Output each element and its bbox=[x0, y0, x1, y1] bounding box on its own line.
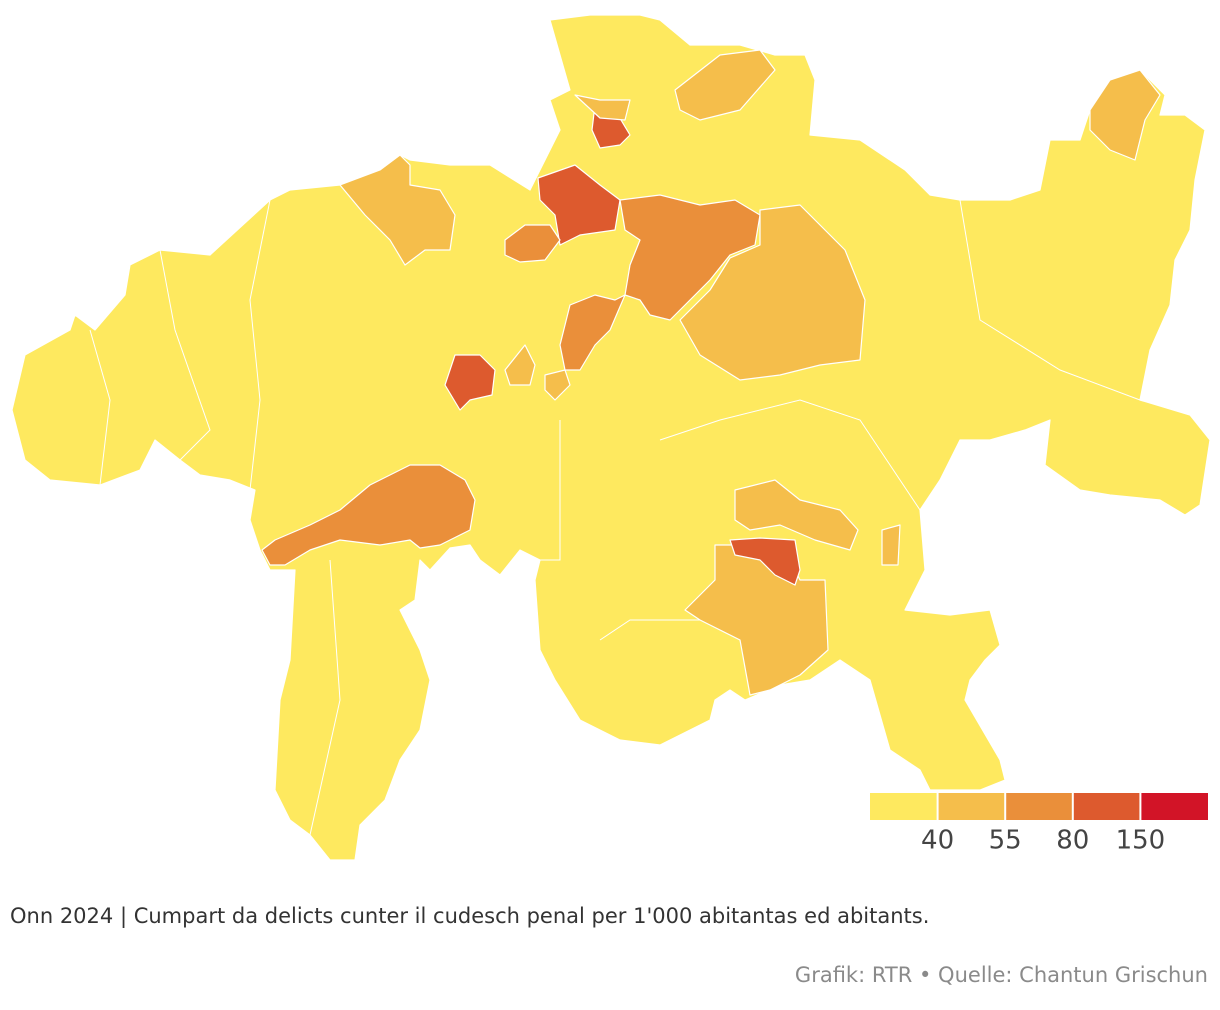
legend-bin bbox=[1072, 793, 1141, 820]
border bbox=[249, 199, 271, 491]
border bbox=[89, 329, 111, 486]
caption: Onn 2024 | Cumpart da delicts cunter il … bbox=[10, 904, 930, 928]
region bbox=[504, 344, 536, 386]
region bbox=[1089, 69, 1161, 161]
region bbox=[504, 224, 561, 263]
region bbox=[574, 94, 631, 121]
region bbox=[674, 49, 776, 121]
legend-label: 55 bbox=[989, 826, 1022, 856]
region bbox=[559, 294, 626, 371]
region bbox=[537, 164, 621, 246]
source: Grafik: RTR • Quelle: Chantun Grischun bbox=[794, 963, 1208, 987]
region bbox=[679, 204, 866, 381]
legend-bin bbox=[1005, 793, 1073, 820]
region bbox=[339, 154, 456, 266]
region bbox=[734, 479, 859, 551]
legend-bin bbox=[870, 793, 938, 820]
legend-bin bbox=[937, 793, 1006, 820]
legend-bin bbox=[1140, 793, 1208, 820]
map: 40 55 80 150 bbox=[11, 14, 1211, 861]
canton bbox=[11, 14, 1211, 861]
border bbox=[659, 399, 921, 511]
region bbox=[619, 194, 761, 321]
legend-label: 80 bbox=[1056, 826, 1089, 856]
border bbox=[959, 199, 1141, 401]
legend-label: 150 bbox=[1116, 826, 1166, 856]
legend: 40 55 80 150 bbox=[870, 793, 1208, 856]
legend-label: 40 bbox=[921, 826, 954, 856]
border bbox=[309, 559, 341, 836]
border bbox=[159, 249, 211, 461]
region bbox=[544, 369, 571, 401]
regions bbox=[11, 14, 1211, 861]
border bbox=[540, 420, 561, 561]
region bbox=[729, 537, 801, 586]
border bbox=[599, 619, 700, 641]
region bbox=[881, 524, 901, 566]
region bbox=[261, 464, 476, 566]
region bbox=[444, 354, 496, 411]
